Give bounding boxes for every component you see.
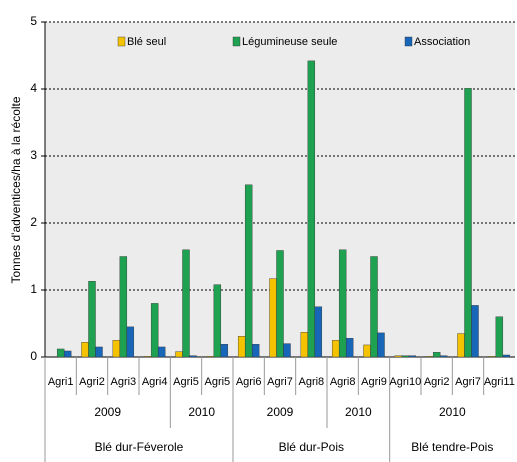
bar	[269, 278, 277, 358]
y-axis-label: Tonnes d'adventices/ha à la récolte	[9, 96, 23, 283]
x-tick-label: Agri2	[79, 376, 105, 388]
bar	[377, 332, 385, 358]
bar	[471, 305, 479, 358]
bar	[150, 303, 159, 358]
bar	[189, 355, 197, 358]
bar	[345, 338, 354, 358]
bar	[206, 356, 215, 358]
bar	[244, 184, 253, 358]
x-tick-label: Agri7	[267, 376, 293, 388]
bar	[237, 336, 246, 358]
bar	[457, 333, 465, 358]
bar	[394, 355, 403, 358]
bar	[56, 348, 65, 358]
bar	[175, 351, 183, 358]
bar	[95, 346, 103, 358]
bar	[112, 340, 121, 358]
bar	[143, 356, 152, 358]
y-tick-label: 5	[30, 14, 37, 28]
bar	[363, 344, 371, 358]
bar	[488, 356, 497, 358]
group-label: Blé dur-Pois	[279, 440, 344, 454]
bar	[63, 350, 72, 358]
legend-swatch	[117, 36, 126, 47]
bar	[370, 256, 378, 358]
bar	[276, 250, 284, 358]
bar	[220, 344, 229, 358]
bar	[439, 355, 448, 358]
bar	[464, 88, 472, 358]
bar	[283, 343, 291, 358]
group-label: Blé tendre-Pois	[411, 440, 493, 454]
year-label: 2010	[439, 405, 466, 419]
legend-label: Association	[414, 36, 470, 48]
bar	[213, 284, 222, 358]
y-tick-label: 1	[30, 282, 37, 296]
x-tick-label: Agri7	[455, 376, 481, 388]
bar	[126, 326, 135, 358]
x-tick-label: Agri6	[236, 376, 262, 388]
bar	[182, 249, 190, 358]
x-tick-label: Agri3	[110, 376, 136, 388]
x-tick-label: Agri5	[204, 376, 230, 388]
bar	[81, 342, 89, 358]
bar	[408, 355, 417, 358]
bar	[88, 281, 96, 358]
legend-swatch	[232, 36, 241, 47]
bar	[331, 340, 340, 358]
y-tick-label: 0	[30, 349, 37, 363]
x-tick-label: Agri8	[298, 376, 324, 388]
y-tick-label: 2	[30, 215, 37, 229]
group-label: Blé dur-Féverole	[95, 440, 184, 454]
legend-label: Blé seul	[127, 36, 166, 48]
year-label: 2010	[345, 405, 372, 419]
year-label: 2009	[267, 405, 294, 419]
legend-label: Légumineuse seule	[242, 36, 337, 48]
y-tick-label: 4	[30, 81, 37, 95]
bar	[425, 356, 434, 358]
bar	[401, 355, 410, 358]
x-tick-label: Agri5	[173, 376, 199, 388]
bar	[157, 346, 166, 358]
bar	[338, 249, 347, 358]
bar	[119, 256, 128, 358]
y-tick-label: 3	[30, 148, 37, 162]
bar	[251, 344, 260, 358]
x-tick-label: Agri2	[424, 376, 450, 388]
x-tick-label: Agri9	[361, 376, 387, 388]
x-tick-label: Agri8	[330, 376, 356, 388]
x-tick-label: Agri10	[389, 376, 421, 388]
year-label: 2010	[188, 405, 215, 419]
bar	[307, 60, 316, 358]
legend-swatch	[404, 36, 413, 47]
bar	[314, 306, 323, 358]
bar	[495, 316, 504, 358]
x-tick-label: Agri11	[484, 376, 515, 388]
x-tick-label: Agri4	[142, 376, 168, 388]
bar	[502, 354, 511, 358]
x-tick-label: Agri1	[48, 376, 74, 388]
bar	[432, 352, 441, 358]
bar	[300, 332, 309, 358]
year-label: 2009	[94, 405, 121, 419]
